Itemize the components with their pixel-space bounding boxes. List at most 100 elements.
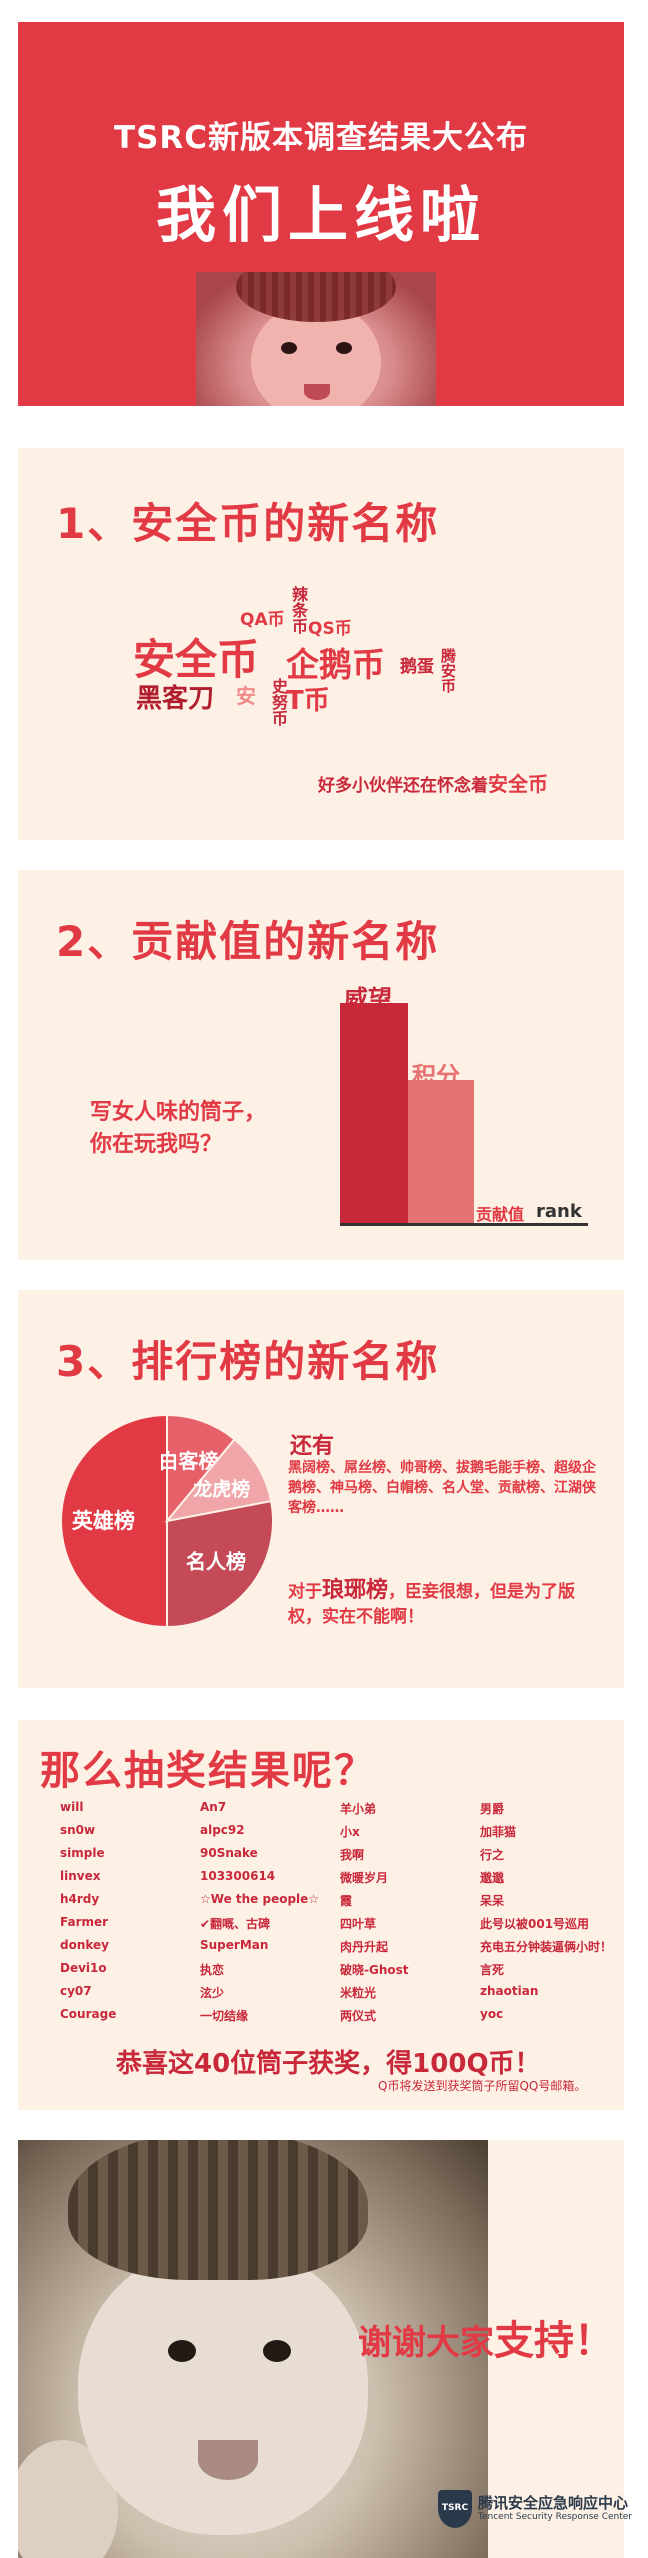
word-an: 安 (236, 684, 256, 708)
bar-label-3: 贡献值 (476, 1205, 525, 1224)
hero-headline: 我们上线啦 (156, 181, 486, 251)
footer-banner: 谢谢大家支持！ TSRC 腾讯安全应急响应中心 Tencent Security… (18, 2140, 632, 2558)
winner-name: 羊小弟 (340, 1802, 377, 1816)
more-heading: 还有 (290, 1434, 335, 1459)
word-t: T币 (286, 686, 330, 716)
word-main: 安全币 (133, 635, 260, 684)
winners-column-2: An7 alpc92 90Snake 103300614 ☆We the people☆… (200, 1800, 319, 2030)
winner-name: 充电五分钟装逼俩小时！ (480, 1940, 613, 1954)
winner-name: sn0w (60, 1823, 96, 1837)
question-line-1: 写女人味的筒子， (90, 1100, 267, 1125)
word-la: 辣条币 (289, 586, 308, 634)
word-shi: 史努币 (269, 678, 288, 726)
shield-icon: TSRC (438, 2490, 472, 2528)
winner-name: 两仪式 (340, 2009, 377, 2023)
logo-cn: 腾讯安全应急响应中心 (478, 2494, 629, 2512)
winner-name: 90Snake (200, 1846, 258, 1860)
word-teng: 腾安币 (439, 648, 457, 693)
word-qs: QS币 (308, 619, 352, 639)
logo-en: Tencent Security Response Center (478, 2512, 632, 2522)
section2-question: 写女人味的筒子， 你在玩我吗？ (90, 1097, 266, 1161)
winner-name: 执恋 (200, 1963, 225, 1977)
winner-name: 行之 (480, 1848, 505, 1862)
winner-name: 邈邈 (480, 1871, 505, 1885)
winner-name: 肉丹升起 (340, 1940, 389, 1954)
winner-name: 呆呆 (480, 1894, 505, 1908)
winner-name: Courage (60, 2007, 117, 2021)
winner-name: 加菲猫 (480, 1825, 517, 1839)
note-highlight: 安全币 (488, 772, 548, 796)
pie-label-4: 名人榜 (186, 1550, 246, 1574)
section1-note: 好多小伙伴还在怀念着安全币 (318, 768, 548, 797)
winner-name: Devi1o (60, 1961, 107, 1975)
lang-prefix: 对于 (288, 1582, 322, 1602)
word-egg: 鹅蛋 (400, 657, 434, 677)
hero-title: TSRC新版本调查结果大公布 (113, 120, 529, 156)
winner-name: cy07 (60, 1984, 92, 1998)
winner-name: SuperMan (200, 1938, 269, 1952)
hero-banner: TSRC新版本调查结果大公布 我们上线啦 (18, 22, 624, 406)
pie-label-1: 英雄榜 (72, 1509, 135, 1533)
question-line-2: 你在玩我吗？ (90, 1132, 223, 1157)
winner-name: Farmer (60, 1915, 109, 1929)
pie-slice-2 (166, 1413, 236, 1524)
winner-name: 破晓-Ghost (340, 1963, 409, 1977)
winner-name: 四叶草 (340, 1917, 377, 1931)
section3-heading: 3、排行榜的新名称 (56, 1337, 440, 1386)
pie-slice-1 (60, 1413, 168, 1629)
bar-label-1: 威望 (344, 985, 392, 1013)
bar-2 (408, 1080, 474, 1223)
pie-slice-4 (166, 1499, 274, 1629)
section-coin-name: 1、安全币的新名称 辣条币 QA币 QS币 安全币 企鹅币 鹅蛋 腾安币 黑客刀… (18, 448, 624, 840)
word-qa: QA币 (240, 610, 285, 630)
pie-label-3: 龙虎榜 (193, 1478, 250, 1501)
lang-highlight: 琅琊榜 (322, 1578, 389, 1603)
lang-suffix: ，臣妾很想，但是为了版权，实在不能啊！ (288, 1582, 576, 1627)
winner-name: alpc92 (200, 1823, 245, 1837)
bar-1 (340, 1003, 408, 1223)
thanks-part-b: 支持！ (494, 2318, 614, 2364)
baby-photo-large (18, 2140, 488, 2558)
winner-name: 我啊 (340, 1848, 365, 1862)
word-qie: 企鹅币 (286, 645, 385, 684)
bar-label-4: rank (536, 1201, 582, 1222)
bar-label-2: 积分 (412, 1062, 460, 1090)
pie-label-2: 白客榜 (159, 1449, 219, 1473)
congrats-text: 恭喜这40位筒子获奖，得100Q币！ (116, 2049, 541, 2079)
pie-slice-3 (164, 1437, 273, 1523)
bar-axis (340, 1223, 588, 1226)
congrats-footnote: Q币将发送到获奖筒子所留QQ号邮箱。 (378, 2079, 587, 2093)
word-hack: 黑客刀 (136, 684, 215, 714)
winner-name: 103300614 (200, 1869, 276, 1883)
winner-name: simple (60, 1846, 105, 1860)
section-lottery: 那么抽奖结果呢？ will sn0w simple linvex h4rdy Farmer… (18, 1720, 624, 2110)
thanks-part-a: 谢谢大家 (358, 2323, 494, 2363)
section-contribution-name: 2、贡献值的新名称 写女人味的筒子， 你在玩我吗？ 威望积分贡献值 rank (18, 870, 624, 1260)
winner-name: 微暖岁月 (340, 1871, 389, 1885)
section1-heading: 1、安全币的新名称 (56, 499, 440, 548)
section-ranking-name: 3、排行榜的新名称 英雄榜 白客榜龙虎榜名人榜 还有 黑阔榜、屌丝榜、帅哥榜、拔鹅… (18, 1290, 624, 1688)
winner-name: 霞 (340, 1894, 353, 1908)
note-prefix: 好多小伙伴还在怀念着 (318, 776, 488, 796)
winner-name: 言死 (480, 1963, 505, 1977)
more-text: 黑阔榜、屌丝榜、帅哥榜、拔鹅毛能手榜、超级企鹅榜、神马榜、白帽榜、名人堂、贡献榜… (288, 1460, 596, 1516)
langya-note: 对于琅琊榜，臣妾很想，但是为了版权，实在不能啊！ (288, 1578, 606, 1630)
winners-column-3: 羊小弟小x 我啊微暖岁月霞四叶草肉丹升起破晓-Ghost 米粒光两仪式 (340, 1800, 409, 2030)
winners-column-1: will sn0w simple linvex h4rdy Farmer donkey Dev… (60, 1800, 116, 2030)
winner-name: donkey (60, 1938, 109, 1952)
winners-column-4: 男爵 加菲猫 行之 邈邈 呆呆 此号以被001号巡用 充电五分钟装逼俩小时！ 言死 zhaoti… (480, 1800, 612, 2030)
winner-name: 此号以被001号巡用 (480, 1917, 590, 1931)
winner-name: 米粒光 (340, 1986, 377, 2000)
winner-name: zhaotian (480, 1984, 539, 1998)
winner-name: ✔翻嘅、古碑 (200, 1917, 271, 1931)
winner-name: An7 (200, 1800, 227, 1814)
winner-name: will (60, 1800, 84, 1814)
winner-name: h4rdy (60, 1892, 100, 1906)
winner-name: ☆We the people☆ (200, 1892, 320, 1906)
winner-name: 小x (340, 1825, 360, 1839)
section4-heading: 那么抽奖结果呢？ (40, 1748, 376, 1794)
baby-photo (196, 272, 436, 406)
section2-heading: 2、贡献值的新名称 (56, 917, 440, 966)
winner-name: yoc (480, 2007, 504, 2021)
